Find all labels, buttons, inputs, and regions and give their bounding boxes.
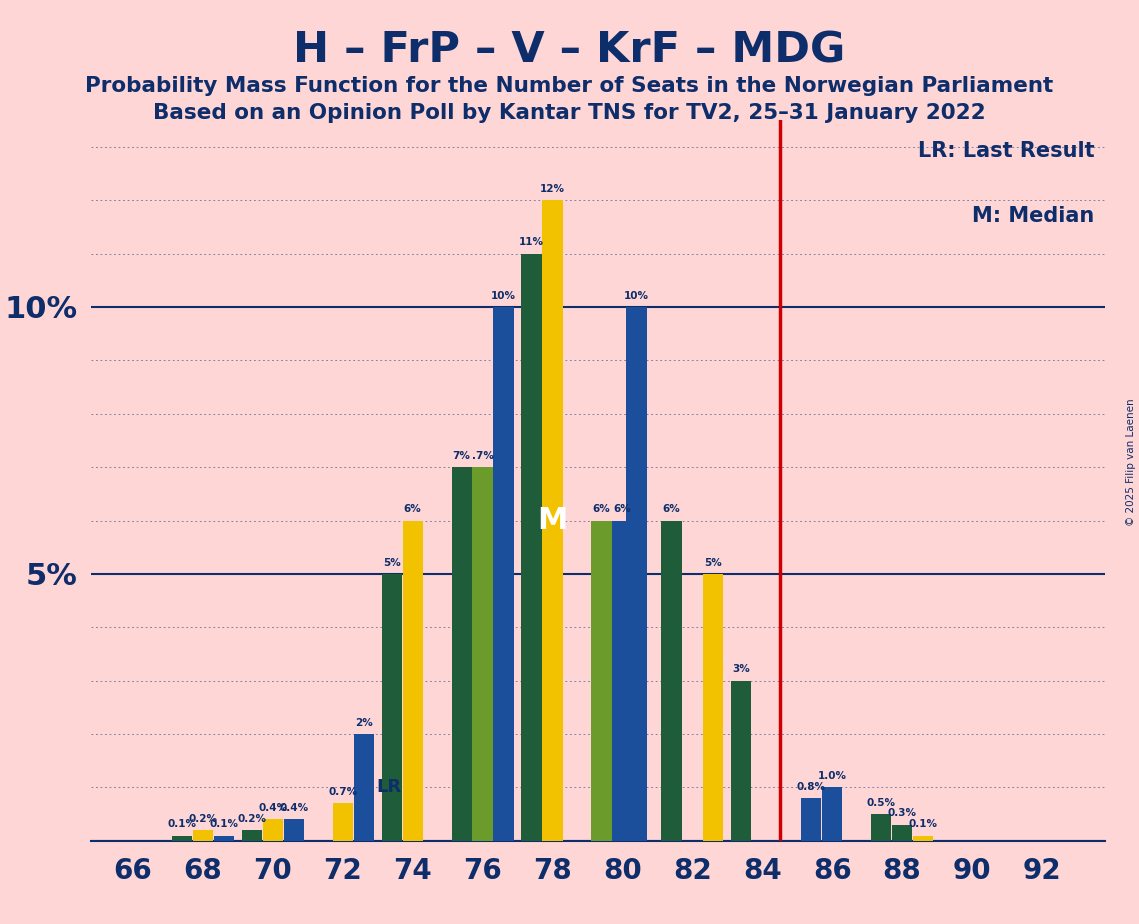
Text: 0.7%: 0.7%: [328, 787, 358, 797]
Bar: [284, 820, 304, 841]
Bar: [591, 520, 612, 841]
Bar: [731, 681, 752, 841]
Bar: [353, 734, 374, 841]
Bar: [333, 804, 353, 841]
Text: 5%: 5%: [383, 557, 401, 567]
Text: 1.0%: 1.0%: [818, 771, 846, 781]
Text: Based on an Opinion Poll by Kantar TNS for TV2, 25–31 January 2022: Based on an Opinion Poll by Kantar TNS f…: [153, 103, 986, 124]
Bar: [263, 820, 282, 841]
Bar: [613, 520, 632, 841]
Bar: [822, 787, 843, 841]
Bar: [493, 307, 514, 841]
Bar: [451, 468, 472, 841]
Text: 11%: 11%: [519, 237, 544, 248]
Text: 2%: 2%: [355, 718, 372, 728]
Bar: [241, 830, 262, 841]
Bar: [913, 835, 933, 841]
Bar: [172, 835, 192, 841]
Bar: [402, 520, 423, 841]
Text: 0.8%: 0.8%: [796, 782, 826, 792]
Text: 6%: 6%: [404, 505, 421, 514]
Text: M: M: [538, 506, 567, 535]
Text: 10%: 10%: [491, 290, 516, 300]
Text: 6%: 6%: [614, 505, 631, 514]
Bar: [214, 835, 235, 841]
Text: H – FrP – V – KrF – MDG: H – FrP – V – KrF – MDG: [294, 30, 845, 71]
Text: .7%: .7%: [472, 451, 493, 461]
Text: © 2025 Filip van Laenen: © 2025 Filip van Laenen: [1126, 398, 1136, 526]
Bar: [522, 253, 542, 841]
Text: 6%: 6%: [663, 505, 680, 514]
Text: 0.1%: 0.1%: [909, 819, 937, 829]
Bar: [473, 468, 493, 841]
Text: 0.5%: 0.5%: [867, 797, 895, 808]
Bar: [382, 574, 402, 841]
Text: 0.2%: 0.2%: [188, 814, 218, 824]
Text: 6%: 6%: [592, 505, 611, 514]
Bar: [892, 825, 912, 841]
Text: 10%: 10%: [624, 290, 649, 300]
Text: 7%: 7%: [452, 451, 470, 461]
Text: LR: LR: [376, 778, 401, 796]
Bar: [801, 798, 821, 841]
Text: 0.1%: 0.1%: [167, 819, 197, 829]
Bar: [871, 814, 891, 841]
Text: 0.4%: 0.4%: [259, 803, 287, 813]
Bar: [662, 520, 681, 841]
Text: 5%: 5%: [704, 557, 722, 567]
Text: 12%: 12%: [540, 184, 565, 194]
Text: Probability Mass Function for the Number of Seats in the Norwegian Parliament: Probability Mass Function for the Number…: [85, 76, 1054, 96]
Text: M: Median: M: Median: [972, 205, 1095, 225]
Bar: [192, 830, 213, 841]
Text: 0.1%: 0.1%: [210, 819, 238, 829]
Text: 0.2%: 0.2%: [237, 814, 267, 824]
Bar: [626, 307, 647, 841]
Text: 0.4%: 0.4%: [279, 803, 309, 813]
Text: 0.3%: 0.3%: [887, 808, 917, 819]
Bar: [542, 201, 563, 841]
Text: 3%: 3%: [732, 664, 751, 675]
Bar: [703, 574, 723, 841]
Text: LR: Last Result: LR: Last Result: [918, 141, 1095, 162]
